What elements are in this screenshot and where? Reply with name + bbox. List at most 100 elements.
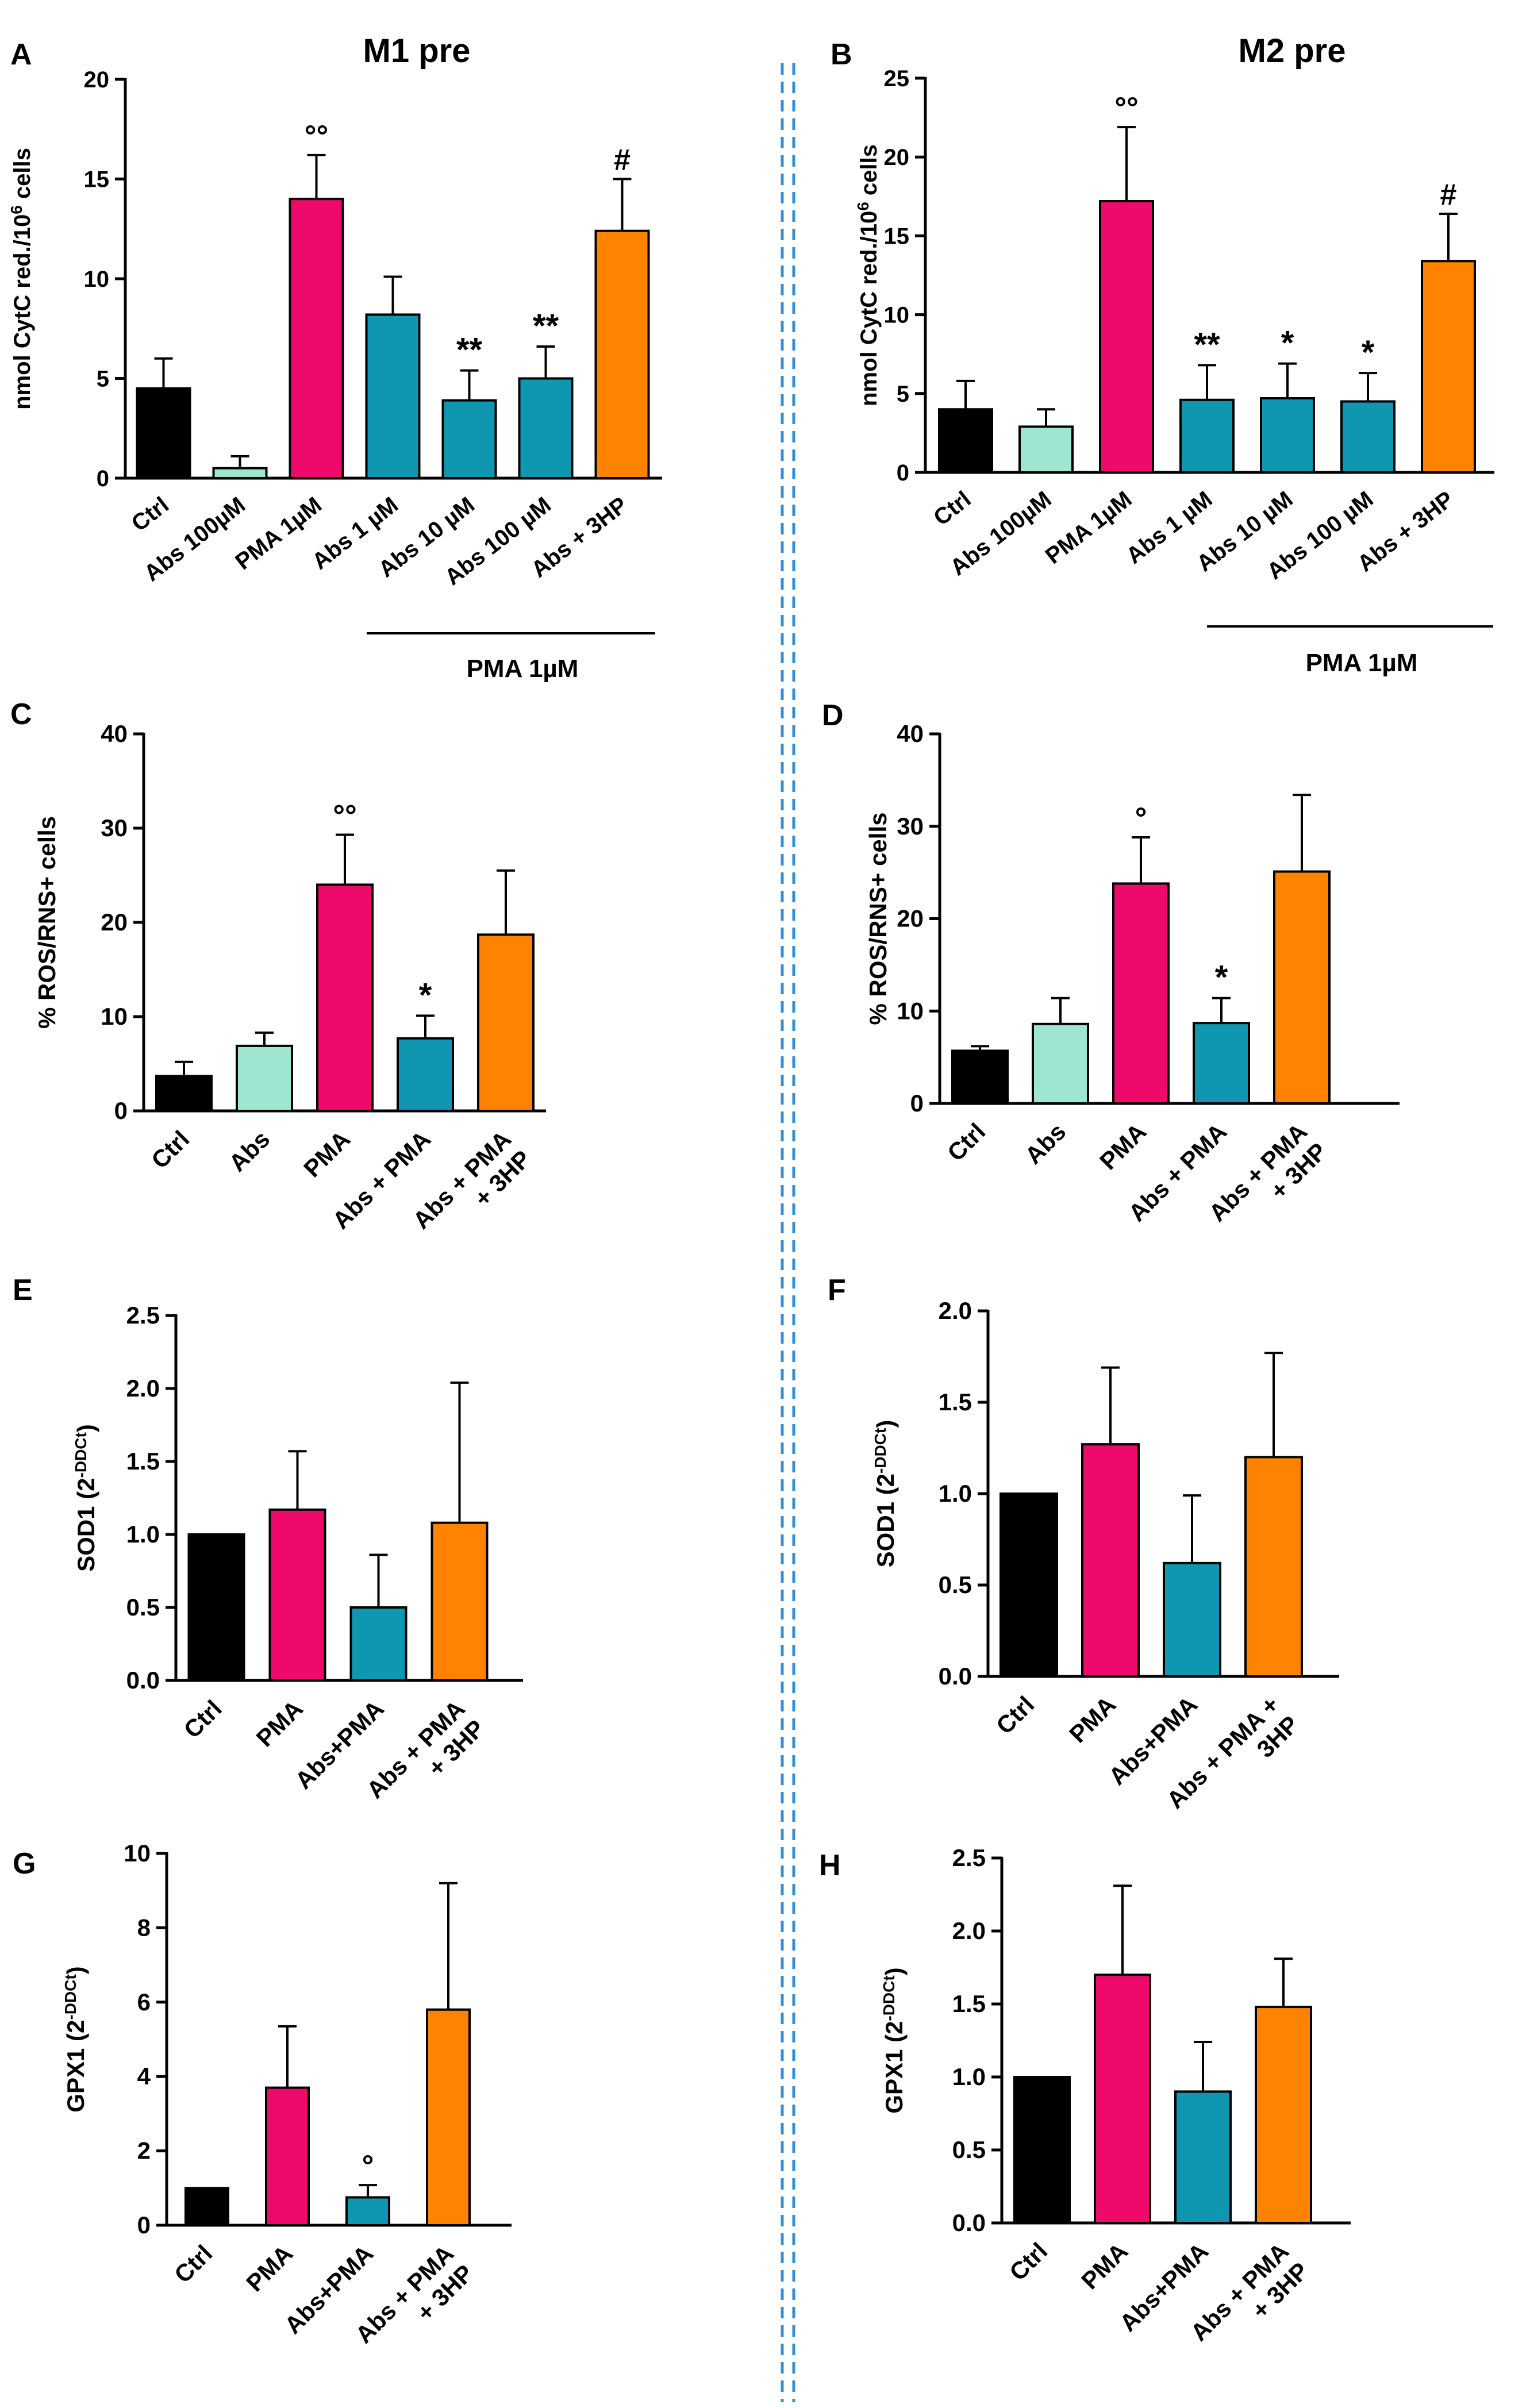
bar-4: [1244, 1456, 1303, 1678]
y-axis-label: GPX1 (2-DDCt): [61, 1966, 89, 2112]
bar-2: [1094, 1974, 1151, 2224]
x-tick-label-line: PMA: [298, 1125, 355, 1182]
y-tick-label: 25: [884, 66, 910, 91]
bar-1: [187, 1533, 245, 1682]
significance-label-6: **: [533, 307, 559, 345]
x-tick-label-3: PMA 1µM: [1041, 486, 1137, 569]
x-tick-label-line: Abs: [224, 1125, 275, 1176]
panel-letter: G: [13, 1847, 36, 1880]
y-axis-label-superscript: 6: [854, 202, 872, 211]
x-tick-label-line: PMA: [1076, 2237, 1133, 2294]
bar-5: [1260, 397, 1315, 474]
y-axis-label-superscript: -DDCt: [871, 1428, 889, 1474]
y-axis-label-tail: cells: [856, 144, 882, 202]
y-tick-label: 2: [137, 2137, 151, 2164]
significance-label-3: °: [1135, 802, 1147, 835]
significance-label-5: **: [456, 332, 483, 369]
y-tick-label: 30: [897, 813, 924, 840]
bar-7: [1421, 260, 1476, 474]
bar-5: [1273, 870, 1331, 1105]
bar-2: [1018, 425, 1074, 474]
y-axis-label: % ROS/RNS+ cells: [864, 813, 891, 1025]
significance-label-4: *: [1215, 959, 1228, 997]
y-axis-label: % ROS/RNS+ cells: [33, 816, 60, 1029]
bar-6: [518, 377, 574, 479]
significance-label-3: °°: [1114, 91, 1139, 125]
y-tick-label: 0.5: [126, 1594, 160, 1621]
x-tick-label-1: Ctrl: [146, 1125, 194, 1174]
y-tick-label: 20: [897, 905, 924, 932]
y-tick-label: 0: [114, 1097, 128, 1124]
y-tick-label: 2.5: [952, 1844, 986, 1871]
y-tick-label: 0: [910, 1090, 924, 1117]
y-tick-label: 0.0: [952, 2209, 986, 2236]
x-tick-label-3: PMA: [298, 1125, 355, 1182]
y-tick-label: 8: [137, 1914, 151, 1941]
x-tick-label-line: PMA: [1064, 1691, 1121, 1748]
y-tick-label: 15: [84, 167, 110, 193]
bar-1: [1000, 1493, 1058, 1678]
bar-3: [289, 198, 344, 479]
y-tick-label: 6: [137, 1988, 151, 2015]
bar-3: [349, 1606, 408, 1682]
panel-letter: A: [10, 38, 32, 71]
panel-letter: C: [10, 698, 32, 731]
y-tick-label: 10: [84, 267, 110, 292]
x-tick-label-2: Abs: [1020, 1118, 1071, 1169]
y-tick-label: 20: [101, 909, 128, 936]
panel-letter: D: [822, 699, 844, 732]
y-tick-label: 1.5: [939, 1388, 972, 1415]
x-tick-label-line: PMA 1µM: [1041, 486, 1137, 569]
bar-1: [938, 408, 993, 474]
y-tick-label: 0: [897, 460, 909, 486]
bar-1: [184, 2187, 229, 2227]
bar-3: [345, 2196, 390, 2227]
y-tick-label: 40: [897, 720, 924, 747]
x-tick-label-2: PMA: [241, 2240, 298, 2297]
x-tick-label-line: Ctrl: [146, 1125, 194, 1174]
y-tick-label: 4: [137, 2063, 151, 2090]
bar-2: [1081, 1443, 1140, 1678]
y-axis-label-superscript: 6: [7, 205, 25, 214]
bar-3: [1099, 200, 1154, 474]
y-tick-label: 30: [101, 814, 128, 841]
x-tick-label-line: Ctrl: [178, 1695, 226, 1743]
y-tick-label: 10: [101, 1003, 128, 1030]
y-tick-label: 1.5: [952, 1990, 986, 2017]
bar-1: [1013, 2076, 1071, 2224]
group-bracket-label: PMA 1µM: [467, 655, 579, 683]
y-tick-label: 1.5: [126, 1448, 160, 1475]
panel-letter: E: [13, 1274, 33, 1307]
bar-1: [155, 1075, 213, 1112]
bar-1: [136, 387, 191, 479]
bar-2: [268, 1508, 326, 1682]
panel-letter: H: [819, 1849, 841, 1882]
bar-4: [365, 313, 421, 480]
x-tick-label-line: Ctrl: [942, 1118, 990, 1166]
panel-B: B M2 pre nmol CytC red./106 cells 0 5 10 15 20 2…: [831, 32, 1494, 677]
chart-title: M1 pre: [363, 32, 471, 70]
bar-1: [951, 1049, 1009, 1105]
x-tick-label-2: PMA: [251, 1695, 308, 1752]
group-bracket-label: PMA 1µM: [1306, 649, 1418, 677]
panel-letter: B: [831, 38, 852, 71]
bar-4: [1255, 2006, 1312, 2225]
y-axis-label: nmol CytC red./106 cells: [854, 144, 882, 406]
y-tick-label: 0.0: [126, 1667, 160, 1694]
significance-label-4: *: [419, 976, 432, 1014]
x-tick-label-2: Abs: [224, 1125, 275, 1176]
y-tick-label: 1.0: [126, 1521, 160, 1548]
bar-4: [1193, 1022, 1250, 1105]
bar-6: [1340, 400, 1396, 474]
x-tick-label-line: Ctrl: [1004, 2237, 1052, 2286]
y-axis-label: SOD1 (2-DDCt): [72, 1424, 99, 1572]
bar-4: [397, 1037, 454, 1112]
bar-3: [1174, 2090, 1232, 2224]
y-tick-label: 2.0: [939, 1297, 972, 1324]
y-axis-label-tail: cells: [10, 148, 35, 205]
bar-5: [441, 399, 497, 479]
